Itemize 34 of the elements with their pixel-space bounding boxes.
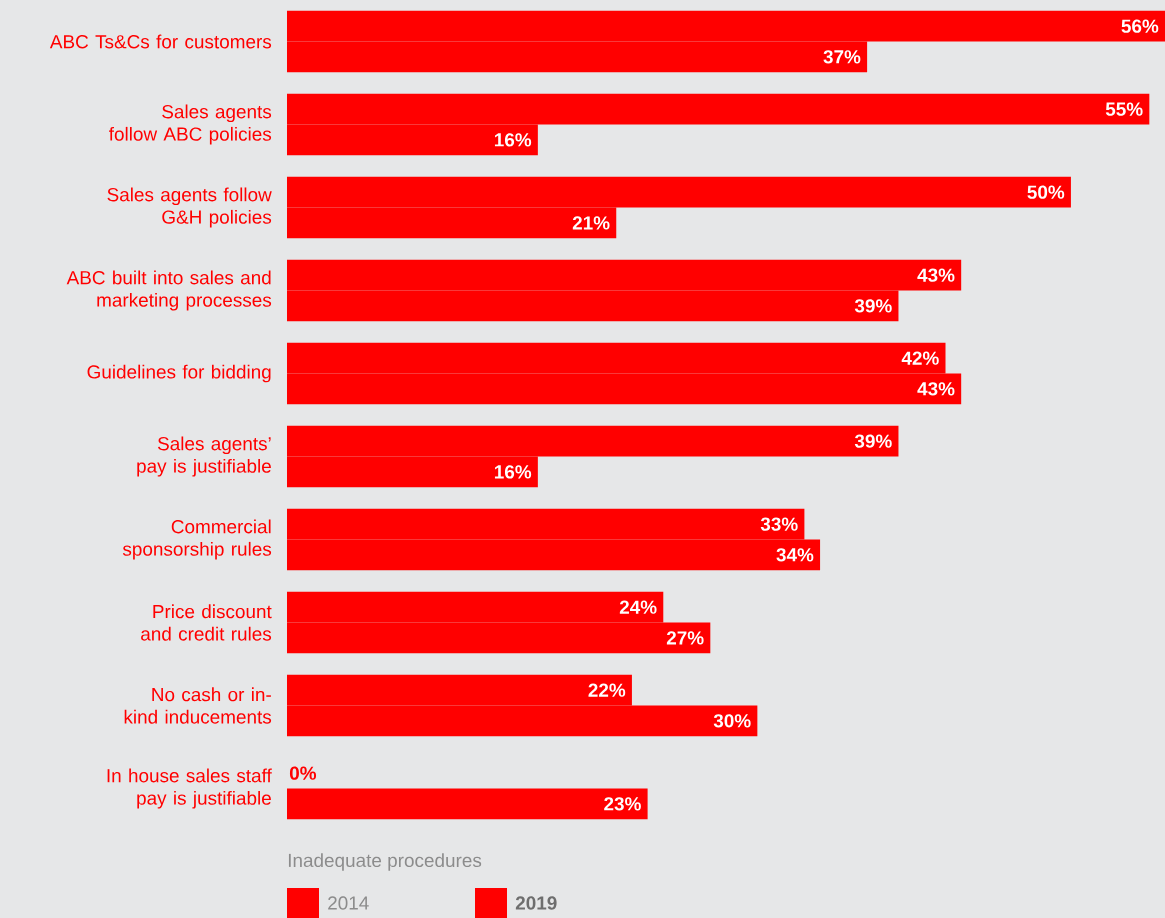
data-label: 33% [760, 517, 798, 531]
data-label: 22% [588, 683, 626, 697]
y-tick-label: Guidelines for bidding [87, 364, 271, 383]
data-label: 24% [619, 600, 657, 614]
legend-title: Inadequate procedures [288, 853, 482, 871]
legend-label: 2019 [515, 896, 557, 910]
data-label: 50% [1027, 185, 1065, 199]
data-label: 0% [289, 766, 317, 780]
data-label: 23% [604, 797, 641, 811]
data-label: 43% [917, 268, 955, 282]
data-label: 37% [823, 50, 861, 64]
y-tick-label: Sales agents follow G&H policies [107, 187, 272, 228]
y-tick-label: Price discount and credit rules [141, 604, 272, 641]
y-tick-label: Commercial sponsorship rules [122, 519, 272, 560]
legend-label: 2014 [328, 896, 369, 910]
data-label: 39% [854, 299, 892, 313]
data-label: 21% [572, 216, 610, 230]
y-tick-label: ABC built into sales and marketing processes [66, 270, 272, 311]
data-label: 55% [1105, 102, 1143, 116]
y-tick-label: Sales agents follow ABC policies [109, 104, 272, 145]
y-tick-label: ABC Ts&Cs for customers [49, 34, 272, 49]
data-label: 30% [713, 714, 751, 728]
data-label: 34% [776, 548, 814, 562]
y-tick-label: No cash or in-kind inducements [124, 687, 272, 724]
y-tick-label: In house sales staff pay is justifiable [107, 768, 272, 809]
data-label: 42% [901, 351, 939, 365]
data-label: 43% [917, 382, 955, 396]
data-label: 16% [494, 133, 532, 147]
data-label: 16% [494, 465, 532, 479]
data-label: 27% [666, 631, 704, 645]
y-tick-label: Sales agents’ pay is justifiable [137, 436, 271, 477]
data-label: 39% [854, 434, 892, 448]
bar [287, 788, 648, 820]
data-label: 56% [1121, 19, 1159, 33]
